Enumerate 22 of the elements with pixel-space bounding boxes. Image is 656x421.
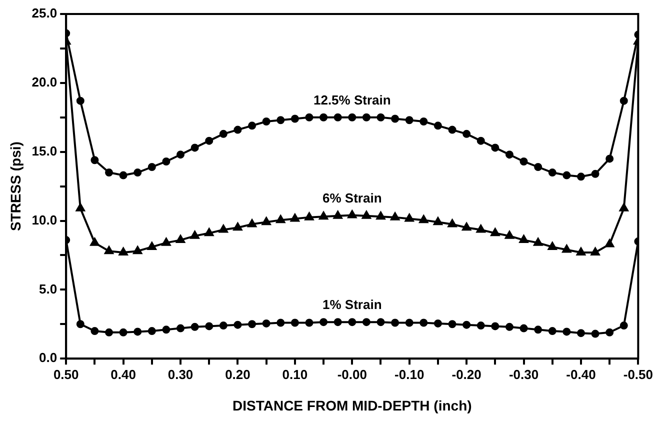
- x-tick-label: -0.20: [452, 366, 482, 382]
- x-tick-label: -0.00: [337, 366, 367, 382]
- y-tick-label: 25.0: [32, 6, 58, 21]
- series-label: 12.5% Strain: [313, 92, 391, 108]
- x-tick-label: -0.10: [394, 366, 424, 382]
- x-tick-label: -0.50: [623, 366, 654, 382]
- x-tick-label: 0.50: [53, 366, 79, 382]
- x-tick-label: 0.30: [168, 366, 194, 382]
- y-tick-label: 15.0: [32, 143, 58, 158]
- y-tick-label: 0.0: [39, 350, 58, 366]
- x-axis-title: DISTANCE FROM MID-DEPTH (inch): [232, 397, 472, 414]
- x-tick-label: -0.40: [566, 366, 596, 382]
- x-tick-label: -0.30: [508, 366, 539, 382]
- y-axis-title: STRESS (psi): [7, 142, 24, 232]
- y-tick-label: 10.0: [32, 212, 58, 228]
- series-label: 6% Strain: [322, 190, 382, 206]
- y-tick-label: 5.0: [39, 281, 58, 296]
- x-tick-label: 0.20: [225, 366, 250, 382]
- x-tick-label: 0.10: [282, 366, 308, 382]
- y-tick-label: 20.0: [32, 74, 58, 90]
- x-tick-label: 0.40: [110, 366, 136, 382]
- series-label: 1% Strain: [322, 297, 382, 312]
